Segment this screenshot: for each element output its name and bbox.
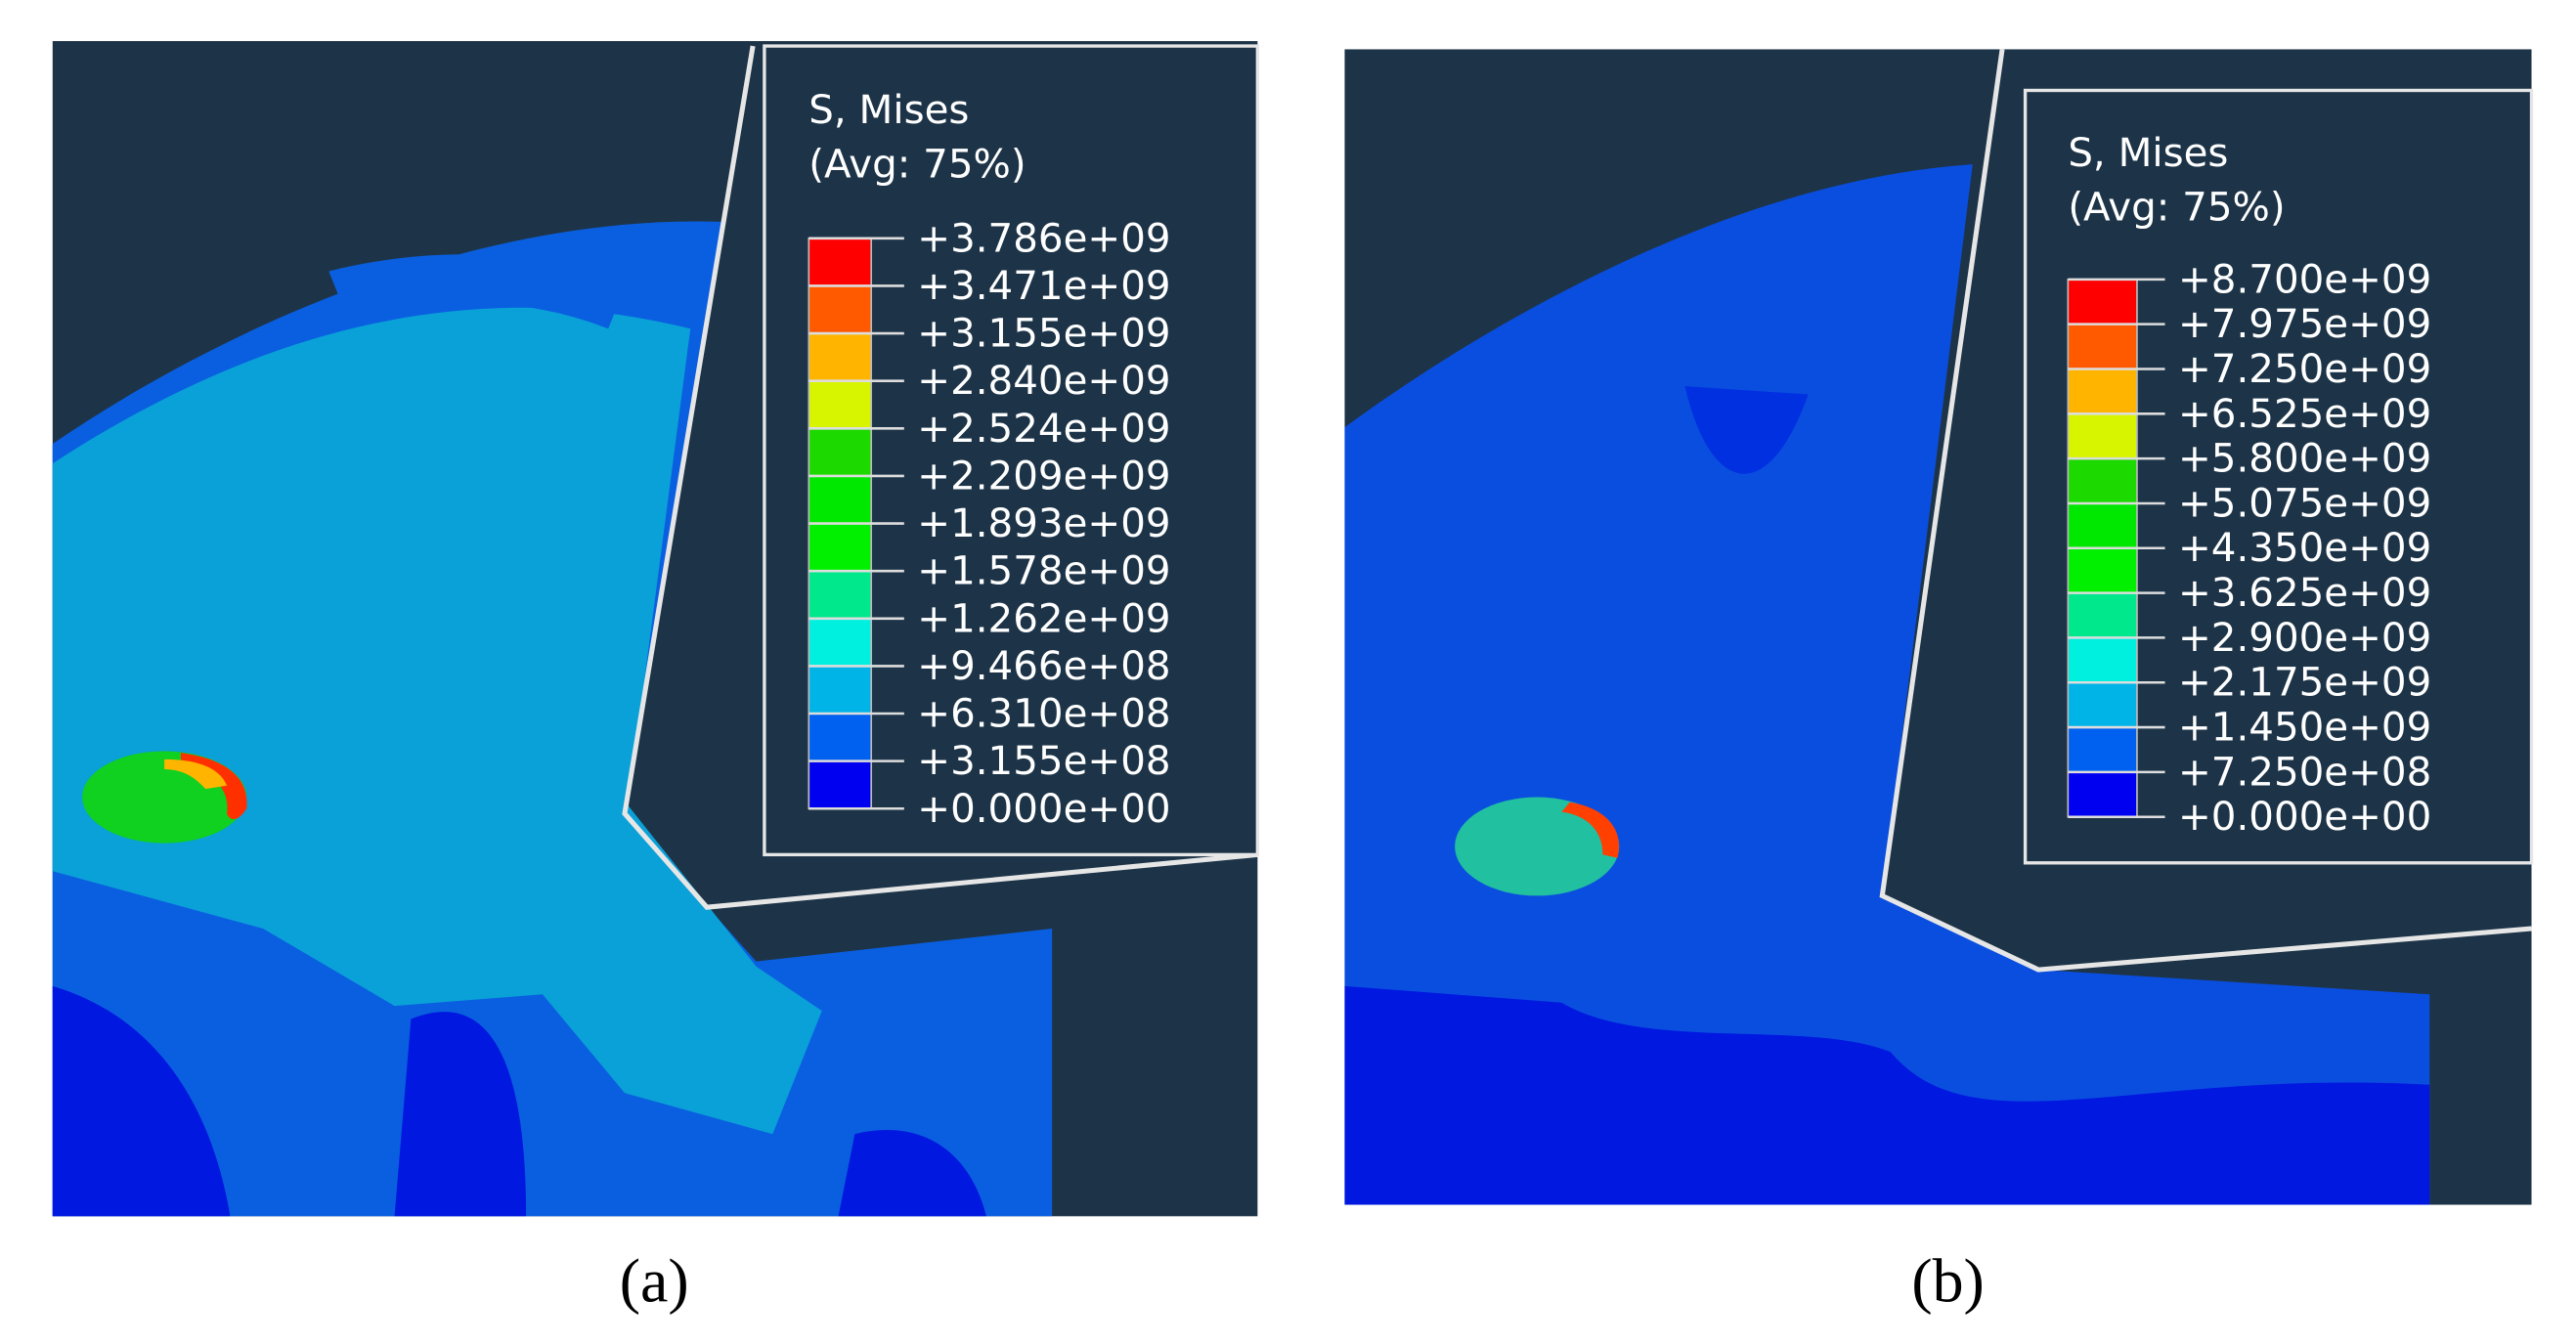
legend-label: +5.075e+09 [2178, 480, 2431, 526]
contour-region [52, 307, 822, 1135]
legend-label: +1.893e+09 [917, 500, 1170, 546]
hole-contour [1455, 797, 1620, 896]
legend-label: +2.524e+09 [917, 406, 1170, 452]
legend-label: +3.625e+09 [2178, 570, 2431, 616]
legend-color-band [2068, 682, 2137, 728]
legend-color-band [808, 333, 872, 382]
legend-color-band [2068, 592, 2137, 639]
legend-color-band [2068, 279, 2137, 325]
legend-color-band [2068, 771, 2137, 818]
hole-contour [164, 759, 228, 790]
legend-title: S, Mises [808, 87, 969, 133]
legend-color-band [2068, 324, 2137, 370]
legend-color-band [808, 571, 872, 620]
legend-label: +2.840e+09 [917, 358, 1170, 404]
contour-region [1684, 386, 1809, 474]
hole-contour [1561, 802, 1620, 858]
legend-color-band [808, 475, 872, 525]
legend-label: +0.000e+00 [917, 786, 1170, 832]
legend-color-band [808, 523, 872, 573]
legend-label: +3.786e+09 [917, 215, 1170, 261]
legend-label: +0.000e+00 [2178, 794, 2431, 840]
legend-label: +1.578e+09 [917, 548, 1170, 594]
legend-label: +3.155e+09 [917, 311, 1170, 357]
view-cut-line [622, 45, 1258, 910]
legend-color-band [808, 666, 872, 715]
legend-color-band [808, 238, 872, 287]
legend-color-band [2068, 413, 2137, 459]
legend-color-band [808, 380, 872, 430]
legend-label: +3.155e+08 [917, 738, 1170, 784]
legend-title: S, Mises [2068, 130, 2228, 176]
legend-color-band [808, 428, 872, 477]
legend-color-band [808, 760, 872, 810]
legend-label: +6.525e+09 [2178, 391, 2431, 437]
legend-label: +7.975e+09 [2178, 301, 2431, 347]
legend-label: +5.800e+09 [2178, 436, 2431, 482]
contour-region [1344, 164, 2430, 1205]
legend-color-band [2068, 547, 2137, 594]
legend-color-band [808, 618, 872, 668]
contour-region [52, 985, 231, 1217]
contour-region [328, 254, 625, 329]
legend-label: +2.175e+09 [2178, 660, 2431, 706]
legend-color-band [2068, 727, 2137, 773]
legend-label: +8.700e+09 [2178, 256, 2431, 302]
legend-label: +3.471e+09 [917, 263, 1170, 309]
contour-region [838, 1129, 986, 1217]
legend-subtitle: (Avg: 75%) [2068, 184, 2285, 230]
legends: S, Mises(Avg: 75%)+3.786e+09+3.471e+09+3… [620, 44, 2534, 1316]
legend-color-band [808, 714, 872, 762]
legend-color-band [2068, 502, 2137, 549]
panel-caption: (b) [1911, 1246, 1984, 1316]
legend-label: +1.262e+09 [917, 595, 1170, 641]
legend-color-band [2068, 458, 2137, 504]
legend-label: +4.350e+09 [2178, 525, 2431, 571]
legend-label: +9.466e+08 [917, 643, 1170, 689]
view-cut-line [1879, 49, 2532, 973]
legend-label: +1.450e+09 [2178, 705, 2431, 751]
contour-region [394, 1012, 527, 1217]
legend-label: +7.250e+09 [2178, 346, 2431, 392]
legend-color-band [2068, 369, 2137, 415]
legend-color-band [808, 285, 872, 334]
figure-content: S, Mises(Avg: 75%)+3.786e+09+3.471e+09+3… [52, 41, 2534, 1316]
legend-label: +2.209e+09 [917, 453, 1170, 499]
legend-label: +2.900e+09 [2178, 615, 2431, 661]
contour-region [1344, 985, 2430, 1205]
legend-subtitle: (Avg: 75%) [808, 142, 1026, 188]
legend-label: +6.310e+08 [917, 691, 1170, 737]
panel-caption: (a) [620, 1246, 689, 1316]
legend-label: +7.250e+08 [2178, 749, 2431, 795]
legend-color-band [2068, 637, 2137, 684]
